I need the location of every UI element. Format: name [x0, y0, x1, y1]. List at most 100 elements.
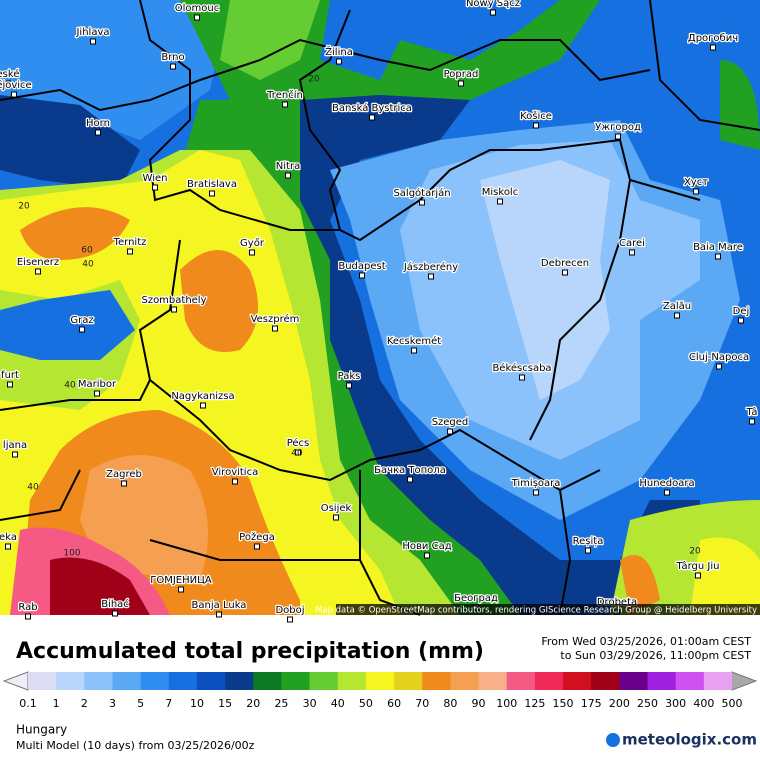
contour-label: 40: [291, 449, 303, 459]
contour-label: 20: [689, 547, 701, 557]
city-label: Ужгород: [595, 122, 641, 133]
city-label: Хуст: [684, 177, 708, 188]
city-marker: [419, 199, 425, 206]
city-marker: [407, 476, 413, 483]
city-label: Bratislava: [187, 179, 237, 190]
legend-swatch: [478, 672, 508, 690]
city-label: Banská Bystrica: [332, 102, 412, 114]
city-marker: [428, 273, 434, 280]
city-marker: [170, 63, 176, 70]
contour-label: 40: [27, 483, 39, 493]
city-label: Budapest: [338, 261, 385, 272]
legend-swatch: [337, 672, 367, 690]
legend-swatch: [563, 672, 592, 690]
city-marker: [95, 129, 101, 136]
city-label: Poprad: [444, 69, 479, 80]
city-label: Tâ: [745, 406, 757, 418]
contour-label: 40: [82, 260, 94, 270]
legend-label: 1: [53, 697, 60, 710]
city-label: Timișoara: [511, 478, 561, 489]
city-marker: [90, 38, 96, 45]
city-label: Бачка Топола: [374, 465, 446, 476]
legend-label: 10: [190, 697, 204, 710]
city-label: Košice: [520, 110, 552, 122]
legend-swatch: [281, 672, 310, 690]
city-label: Reșița: [573, 536, 604, 547]
logo: meteologix.com: [622, 731, 757, 749]
legend-label: 400: [693, 697, 714, 710]
city-label: Miskolc: [482, 187, 518, 198]
city-marker: [533, 489, 539, 496]
city-marker: [336, 58, 342, 65]
city-marker: [35, 268, 41, 275]
city-marker: [615, 133, 621, 140]
city-marker: [152, 184, 158, 191]
city-marker: [674, 312, 680, 319]
city-marker: [424, 552, 430, 559]
city-marker: [12, 451, 18, 458]
legend-swatch: [506, 672, 536, 690]
legend-swatch: [56, 672, 85, 690]
city-marker: [562, 269, 568, 276]
date-to: to Sun 03/29/2026, 11:00pm CEST: [560, 649, 751, 662]
city-marker: [25, 613, 31, 620]
city-label: Brno: [161, 52, 184, 63]
legend-swatch: [534, 672, 564, 690]
city-label: Београд: [454, 593, 498, 604]
city-marker: [287, 616, 293, 623]
attribution: Map data © OpenStreetMap contributors, r…: [315, 606, 757, 616]
city-label: Wien: [143, 173, 168, 184]
legend-label: 0.1: [19, 697, 37, 710]
city-label: ějovice: [0, 79, 32, 91]
city-label: ГОМЈЕНИЦА: [150, 575, 212, 586]
city-label: Rab: [18, 602, 37, 613]
city-marker: [121, 480, 127, 487]
legend-label: 80: [443, 697, 457, 710]
city-marker: [285, 172, 291, 179]
city-label: Cluj-Napoca: [689, 352, 749, 363]
city-label: Debrecen: [541, 258, 589, 269]
city-label: Žilina: [325, 45, 353, 58]
region: Hungary: [16, 723, 67, 737]
city-marker: [171, 306, 177, 313]
city-marker: [11, 91, 17, 98]
legend-label: 90: [472, 697, 486, 710]
legend-swatch: [84, 672, 113, 690]
city-marker: [194, 14, 200, 21]
city-marker: [715, 253, 721, 260]
legend-label: 20: [246, 697, 260, 710]
legend-swatch: [168, 672, 198, 690]
city-marker: [5, 543, 11, 550]
contour-label: 100: [63, 549, 80, 559]
city-marker: [664, 489, 670, 496]
city-label: Carei: [619, 238, 645, 249]
legend-swatch: [365, 672, 395, 690]
city-marker: [232, 478, 238, 485]
contour-label: 20: [18, 202, 30, 212]
city-marker: [295, 449, 301, 456]
city-marker: [629, 249, 635, 256]
city-marker: [585, 547, 591, 554]
city-marker: [209, 190, 215, 197]
legend-swatch: [225, 672, 254, 690]
legend-label: 5: [137, 697, 144, 710]
city-label: Virovitica: [212, 467, 258, 478]
city-label: Osijek: [321, 503, 352, 514]
legend-swatch: [422, 672, 451, 690]
city-label: Salgótarján: [393, 187, 450, 199]
city-marker: [282, 101, 288, 108]
legend-label: 40: [331, 697, 345, 710]
legend-label: 500: [722, 697, 743, 710]
city-label: Ternitz: [113, 237, 147, 248]
legend-label: 100: [496, 697, 517, 710]
city-marker: [7, 381, 13, 388]
city-marker: [272, 325, 278, 332]
city-marker: [5, 80, 11, 87]
city-label: Eisenerz: [17, 257, 59, 268]
city-marker: [738, 317, 744, 324]
legend-label: 60: [387, 697, 401, 710]
legend-swatch: [196, 672, 226, 690]
legend-label: 15: [218, 697, 232, 710]
city-label: Bihać: [101, 598, 129, 610]
